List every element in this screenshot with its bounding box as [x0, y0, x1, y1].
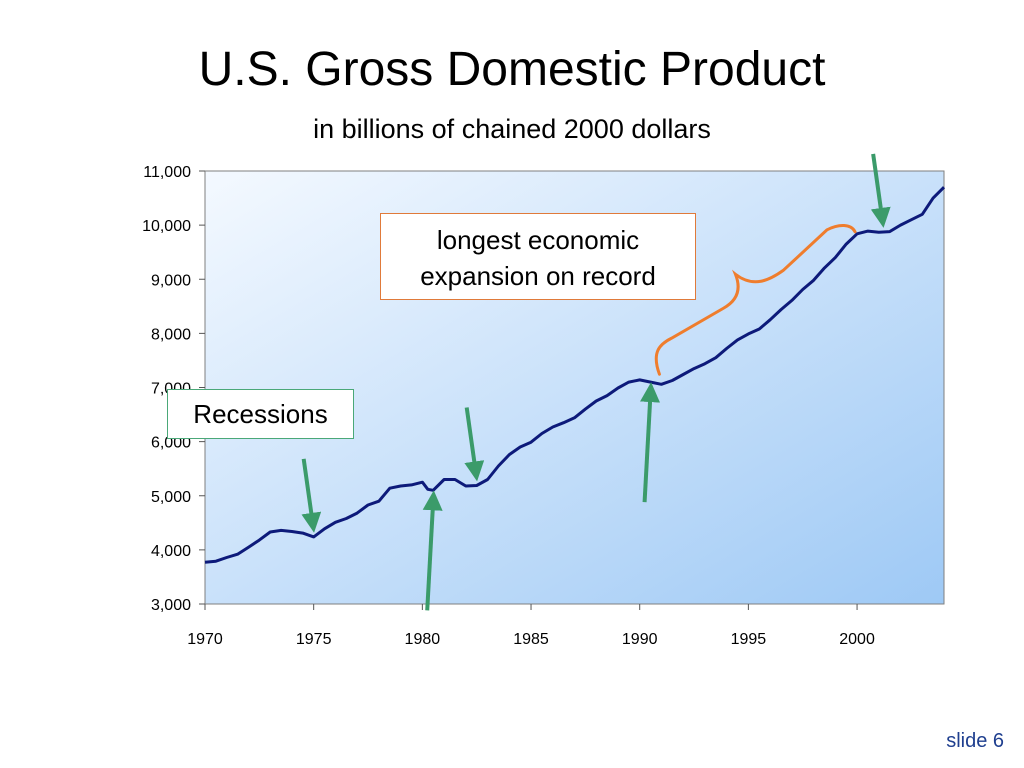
- page-subtitle: in billions of chained 2000 dollars: [313, 114, 711, 144]
- expansion-callout: longest economic expansion on record: [380, 213, 696, 300]
- expansion-callout-line1: longest economic: [436, 225, 640, 255]
- recession-arrow: [640, 382, 661, 503]
- series-layer: [204, 186, 946, 564]
- y-tick-label: 3,000: [151, 597, 191, 614]
- x-tick-label: 1985: [513, 631, 549, 648]
- y-tick-label: 4,000: [151, 543, 191, 560]
- y-tick-label: 10,000: [142, 218, 191, 235]
- expansion-brace: [654, 224, 857, 376]
- recessions-callout: Recessions: [167, 389, 354, 439]
- axes: 3,0004,0005,0006,0007,0008,0009,00010,00…: [142, 164, 875, 648]
- annotation-layer: [301, 153, 891, 611]
- gdp-line: [204, 186, 946, 564]
- slide-number: slide 6: [946, 730, 1004, 752]
- x-tick-label: 1980: [405, 631, 441, 648]
- x-tick-label: 1990: [622, 631, 658, 648]
- recession-arrow: [301, 458, 322, 533]
- recession-arrow: [870, 153, 891, 228]
- x-tick-label: 1970: [187, 631, 223, 648]
- x-tick-label: 1995: [731, 631, 767, 648]
- x-tick-label: 1975: [296, 631, 332, 648]
- page-title: U.S. Gross Domestic Product: [198, 43, 826, 96]
- recession-arrow: [422, 490, 443, 611]
- x-tick-label: 2000: [839, 631, 875, 648]
- y-tick-label: 8,000: [151, 326, 191, 343]
- recession-arrow: [464, 407, 485, 482]
- y-tick-label: 5,000: [151, 489, 191, 506]
- y-tick-label: 9,000: [151, 272, 191, 289]
- expansion-callout-line2: expansion on record: [420, 261, 656, 291]
- y-tick-label: 11,000: [143, 164, 191, 181]
